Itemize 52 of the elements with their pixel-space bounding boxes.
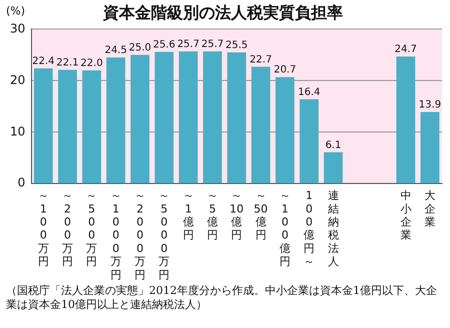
bar bbox=[82, 70, 102, 184]
x-tick-label: ～1億円 bbox=[182, 189, 194, 242]
data-label: 24.7 bbox=[394, 44, 417, 56]
bar bbox=[203, 51, 222, 184]
y-axis-title: (%) bbox=[6, 4, 26, 18]
x-tick-label: 連結納税法人 bbox=[326, 189, 339, 268]
bar bbox=[300, 99, 319, 184]
x-tick-label: ～500万円 bbox=[86, 189, 98, 268]
data-label: 25.7 bbox=[201, 38, 224, 50]
data-label: 13.9 bbox=[418, 100, 442, 111]
bar bbox=[130, 54, 150, 184]
bar bbox=[324, 152, 343, 184]
x-tick-label: ～1000万円 bbox=[110, 189, 122, 282]
text: （国税庁「法人企業の実態」2012年度分から作成。中小企業は資本金1億円以下、大企業は資本金10億円以上と連結納税法人） bbox=[5, 284, 438, 312]
y-tick-label: 10 bbox=[10, 124, 26, 138]
data-label: 6.1 bbox=[325, 140, 342, 151]
data-label: 25.0 bbox=[128, 42, 152, 54]
bar bbox=[227, 52, 246, 184]
x-tick-label: 中小企業 bbox=[400, 189, 412, 242]
x-tick-label: ～2000万円 bbox=[134, 189, 146, 282]
y-tick-label: 0 bbox=[18, 176, 26, 190]
data-label: 22.0 bbox=[80, 58, 103, 69]
bar bbox=[154, 52, 174, 184]
data-label: 20.7 bbox=[274, 64, 296, 76]
x-tick-label: 大企業 bbox=[424, 189, 436, 228]
y-tick-label: 20 bbox=[10, 72, 26, 87]
bar bbox=[58, 70, 77, 184]
x-tick-label: ～100億円 bbox=[279, 189, 290, 268]
bar bbox=[251, 66, 270, 184]
bar bbox=[178, 51, 198, 184]
bar bbox=[420, 112, 440, 184]
data-label: 22.7 bbox=[250, 54, 272, 66]
data-label: 24.5 bbox=[104, 45, 127, 56]
data-label: 25.6 bbox=[153, 39, 176, 50]
bar bbox=[396, 56, 416, 184]
x-tick-label: ～10億円 bbox=[230, 189, 244, 242]
x-tick-label: ～5000万円 bbox=[158, 189, 170, 282]
y-tick-label: 30 bbox=[10, 21, 26, 36]
data-label: 25.7 bbox=[177, 38, 200, 50]
data-label: 22.4 bbox=[32, 56, 54, 67]
bar bbox=[34, 68, 53, 184]
x-tick-label: 100億円～ bbox=[304, 189, 315, 268]
data-label: 25.5 bbox=[226, 40, 248, 51]
x-tick-label: ～50億円 bbox=[254, 189, 268, 242]
data-label: 16.4 bbox=[298, 86, 320, 98]
bar bbox=[276, 77, 294, 184]
chart-title: 資本金階級別の法人税実質負担率 bbox=[102, 2, 343, 22]
data-label: 22.1 bbox=[56, 57, 79, 68]
x-tick-label: ～5億円 bbox=[206, 189, 218, 242]
bar bbox=[106, 58, 126, 184]
x-tick-label: ～100万円 bbox=[38, 189, 49, 268]
x-tick-label: ～200万円 bbox=[62, 189, 74, 268]
